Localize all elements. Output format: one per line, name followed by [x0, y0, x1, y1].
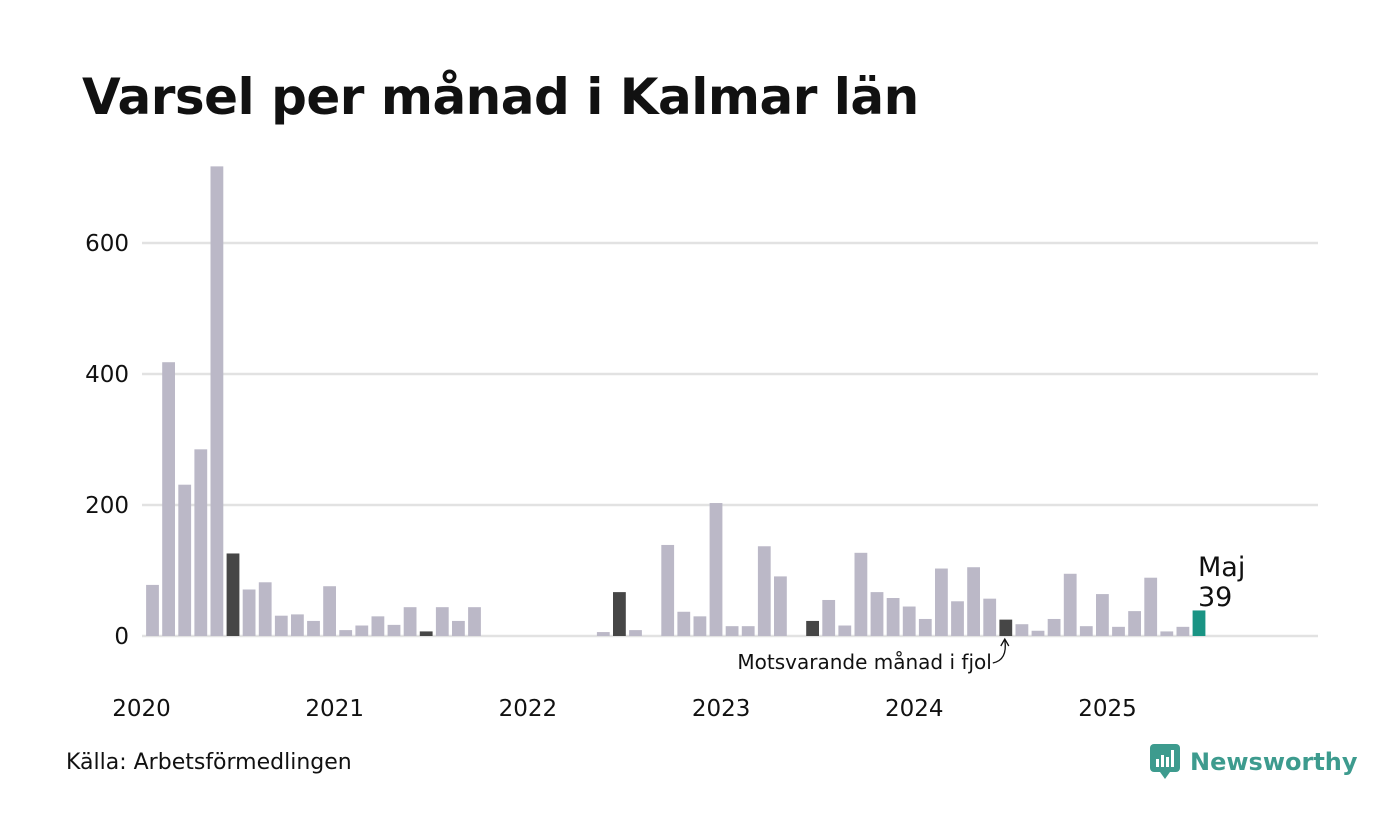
bar — [226, 553, 240, 636]
bar — [886, 598, 900, 636]
bar — [1063, 573, 1077, 636]
y-tick-label: 400 — [85, 362, 129, 388]
x-tick-label: 2024 — [885, 696, 944, 722]
bar — [983, 598, 997, 636]
bar — [1128, 611, 1141, 636]
bar — [371, 616, 385, 636]
bar — [629, 630, 642, 636]
x-tick-label: 2020 — [112, 696, 171, 722]
bar — [242, 589, 256, 636]
bar — [1047, 618, 1061, 636]
bar — [774, 576, 787, 636]
bar — [162, 362, 175, 636]
bar — [999, 619, 1013, 636]
bar — [435, 607, 449, 636]
bar — [725, 626, 739, 636]
bar — [194, 449, 208, 636]
bar — [1096, 594, 1109, 636]
bar — [210, 166, 224, 637]
y-tick-label: 200 — [85, 493, 129, 519]
brand-logo: Newsworthy — [1150, 742, 1358, 782]
bar — [951, 601, 964, 636]
bar — [258, 582, 272, 636]
chart-title: Varsel per månad i Kalmar län — [82, 68, 919, 126]
bar — [967, 567, 980, 636]
annotation-label: Motsvarande månad i fjol — [737, 650, 991, 674]
bar — [1144, 577, 1158, 636]
x-tick-label: 2021 — [305, 696, 364, 722]
bar — [307, 620, 320, 636]
annotation-arrow — [992, 639, 1006, 664]
bar — [870, 592, 884, 636]
bar — [693, 616, 707, 636]
current-value-label: 39 — [1198, 582, 1232, 613]
brand-name: Newsworthy — [1190, 748, 1358, 776]
current-month-label: Maj — [1198, 552, 1245, 583]
bar — [1176, 626, 1190, 636]
bar — [291, 614, 304, 636]
bar — [902, 606, 916, 636]
x-tick-label: 2023 — [692, 696, 751, 722]
newsworthy-logo-icon — [1150, 744, 1180, 779]
bar — [838, 625, 852, 636]
bar — [1160, 631, 1174, 636]
bar — [596, 632, 610, 636]
bar — [613, 592, 626, 636]
bar — [822, 599, 836, 636]
x-tick-label: 2022 — [499, 696, 558, 722]
bar — [387, 624, 401, 636]
bar — [1079, 626, 1093, 636]
bar — [677, 611, 691, 636]
bar — [709, 503, 723, 636]
bar — [339, 630, 353, 636]
bar — [918, 618, 932, 636]
bar — [274, 615, 288, 636]
bar — [1112, 626, 1125, 636]
bar — [355, 625, 369, 636]
bar — [854, 552, 868, 636]
bar — [1015, 624, 1029, 636]
bar — [806, 620, 819, 636]
x-tick-label: 2025 — [1078, 696, 1137, 722]
annotation-arrowhead — [1000, 637, 1010, 647]
bar — [178, 484, 192, 636]
bar — [757, 546, 771, 636]
source-note: Källa: Arbetsförmedlingen — [66, 750, 352, 775]
y-tick-label: 0 — [114, 624, 129, 650]
bar — [1031, 630, 1045, 636]
bar — [146, 584, 159, 636]
bar — [468, 607, 481, 636]
bar — [661, 544, 675, 636]
y-tick-label: 600 — [85, 231, 129, 257]
bar — [323, 586, 336, 636]
bar — [741, 626, 755, 636]
bar-current — [1192, 610, 1206, 636]
bar — [419, 631, 433, 636]
bar — [935, 568, 948, 636]
bar — [452, 620, 465, 636]
bar — [403, 607, 417, 636]
